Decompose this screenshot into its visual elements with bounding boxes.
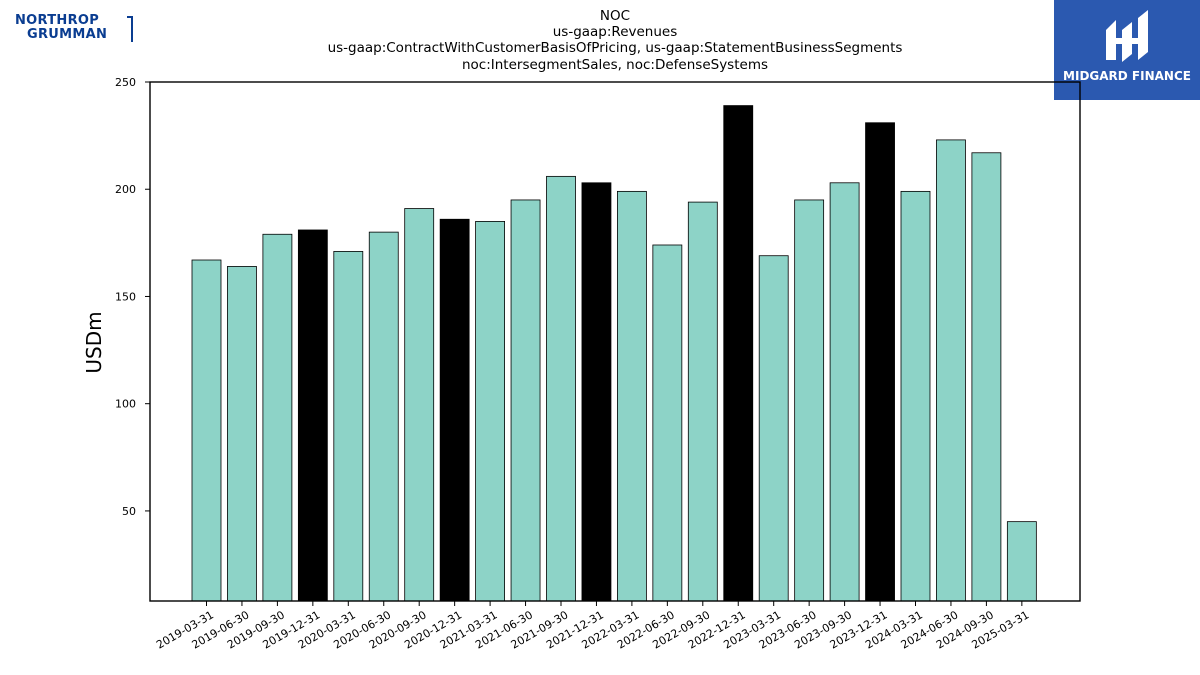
bar: [652, 244, 683, 602]
y-tick-label: 250: [115, 76, 136, 89]
midgard-emblem-icon: [1106, 10, 1148, 62]
y-tick-label: 150: [115, 290, 136, 303]
logo-brand-text: MIDGARD FINANCE: [1063, 69, 1191, 83]
bar: [829, 182, 860, 602]
bar: [865, 122, 895, 602]
bar: [936, 139, 966, 602]
chart-title-axes: us-gaap:ContractWithCustomerBasisOfPrici…: [327, 40, 903, 56]
midgard-finance-logo: MIDGARD FINANCE: [1054, 0, 1200, 100]
bar: [546, 175, 576, 602]
northrop-grumman-logo: NORTHROP GRUMMAN: [15, 14, 133, 44]
bar: [439, 218, 470, 602]
bar: [617, 190, 647, 602]
bar: [758, 255, 789, 602]
bar: [687, 201, 718, 602]
bar: [333, 251, 364, 602]
y-tick-label: 100: [115, 398, 136, 411]
bar: [227, 266, 257, 602]
chart-title-members: noc:IntersegmentSales, noc:DefenseSystem…: [461, 57, 769, 73]
logo-line-2: GRUMMAN: [27, 27, 108, 42]
bar: [723, 105, 754, 602]
bar: [900, 190, 931, 602]
bar: [581, 182, 612, 602]
bar: [262, 233, 293, 602]
y-tick-label: 200: [115, 183, 136, 196]
logo-line-1: NORTHROP: [15, 13, 100, 28]
y-tick-label: 50: [122, 505, 136, 518]
bar: [971, 152, 1002, 602]
bar: [191, 259, 222, 602]
bar: [475, 221, 506, 602]
bar: [297, 229, 328, 602]
plot-frame: [149, 81, 1081, 602]
chart-title-concept: us-gaap:Revenues: [552, 24, 678, 40]
bar: [510, 199, 541, 602]
y-axis-label: USDm: [82, 311, 106, 373]
chart-title-ticker: NOC: [599, 8, 631, 24]
bar: [794, 199, 825, 602]
bar: [404, 208, 435, 602]
bar: [368, 231, 399, 602]
bar: [1006, 521, 1037, 602]
logo-bracket-icon: [127, 16, 133, 42]
